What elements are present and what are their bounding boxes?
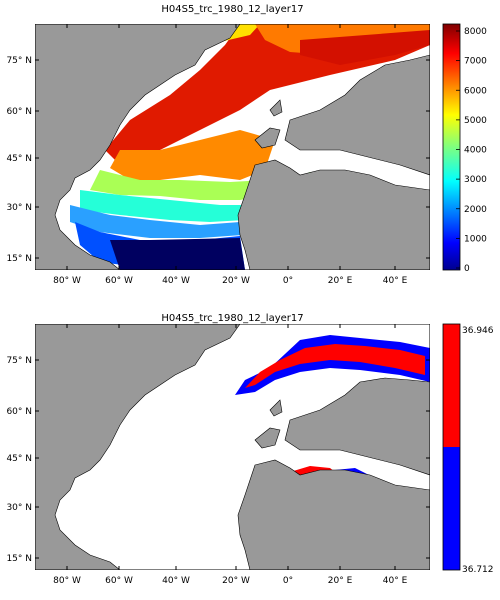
- map-panel-2: H04S5_trc_1980_12_layer17 75° N 60°: [0, 300, 500, 600]
- map-1-lon-tick-label: 20° E: [328, 276, 353, 286]
- colorbar-2-red: [443, 324, 460, 447]
- map-2-lon-tick-label: 20° W: [222, 576, 250, 586]
- map-2-lon-tick-label: 40° W: [162, 576, 190, 586]
- colorbar-1-tick-label: 7000: [464, 57, 487, 67]
- map-2-lon-tick-label: 80° W: [53, 576, 81, 586]
- colorbar-2-tick-label: 36.712: [462, 565, 494, 575]
- map-1-lat-tick-label: 15° N: [6, 254, 32, 264]
- colorbar-2-blue: [443, 447, 460, 570]
- colorbar-1-tick-label: 0: [464, 264, 470, 274]
- panel-2-title: H04S5_trc_1980_12_layer17: [161, 313, 304, 324]
- map-1-lon-tick-label: 80° W: [53, 276, 81, 286]
- map-1-land: [35, 24, 430, 270]
- map-1-lon-tick-label: 60° W: [105, 276, 133, 286]
- map-1-lat-tick-label: 30° N: [6, 203, 32, 213]
- map-2-land: [35, 324, 430, 570]
- map-1-lat-tick-label: 60° N: [6, 107, 32, 117]
- panel-1-title: H04S5_trc_1980_12_layer17: [161, 4, 304, 15]
- colorbar-1-tick-label: 2000: [464, 205, 487, 215]
- colorbar-1-tick-label: 5000: [464, 116, 487, 126]
- colorbar-1: [442, 23, 461, 271]
- map-1-lon-tick-label: 20° W: [222, 276, 250, 286]
- colorbar-1-tick-label: 8000: [464, 27, 487, 37]
- map-panel-1: H04S5_trc_1980_12_layer17: [6, 4, 487, 286]
- colorbar-1-tick-label: 3000: [464, 175, 487, 185]
- map-2-lat-tick-label: 75° N: [6, 356, 32, 366]
- map-2-lat-tick-label: 45° N: [6, 454, 32, 464]
- map-2-lon-tick-label: 20° E: [328, 576, 353, 586]
- map-2-lon-tick-label: 0°: [283, 576, 293, 586]
- map-1-lon-tick-label: 40° W: [162, 276, 190, 286]
- map-2-lat-tick-label: 30° N: [6, 503, 32, 513]
- map-2-svg: 75° N 60° N 45° N 30° N 15° N 80° W 60° W 40° W…: [6, 323, 494, 586]
- map-1-lon-tick-label: 0°: [283, 276, 293, 286]
- colorbar-1-tick-label: 1000: [464, 234, 487, 244]
- map-2-lat-tick-label: 60° N: [6, 407, 32, 417]
- colorbar-1-tick-label: 4000: [464, 146, 487, 156]
- map-1-lat-tick-label: 45° N: [6, 154, 32, 164]
- map-2-lon-tick-label: 40° E: [383, 576, 408, 586]
- map-1-lat-tick-label: 75° N: [6, 56, 32, 66]
- map-2-lon-tick-label: 60° W: [105, 576, 133, 586]
- colorbar-2-tick-label: 36.946: [462, 326, 494, 336]
- map-2-lat-tick-label: 15° N: [6, 554, 32, 564]
- colorbar-1-tick-label: 6000: [464, 86, 487, 96]
- map-1-svg: 75° N 60° N 45° N 30° N 15° N 80° W 60° W 40° W…: [6, 23, 487, 286]
- map-1-lon-tick-label: 40° E: [383, 276, 408, 286]
- colorbar-2: [442, 323, 461, 571]
